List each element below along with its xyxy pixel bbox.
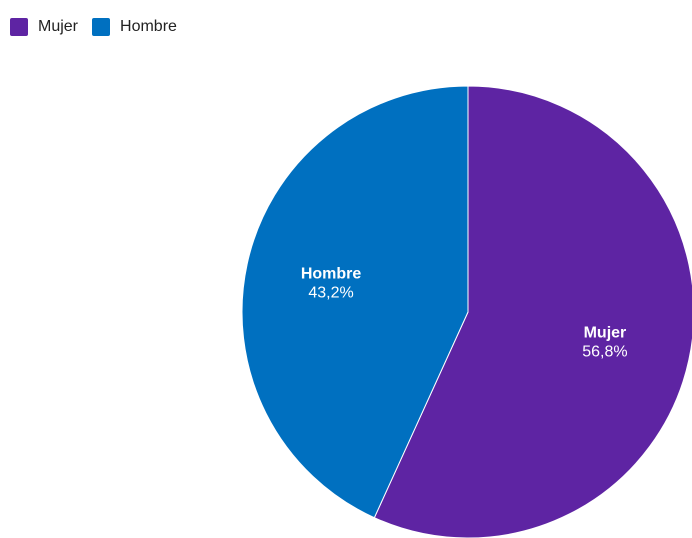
chart-legend: Mujer Hombre	[10, 18, 191, 36]
slice-label-hombre-value: 43,2%	[308, 284, 353, 301]
legend-label-mujer: Mujer	[38, 18, 79, 35]
pie-slice-hombre[interactable]	[241, 85, 469, 519]
slice-label-mujer-name: Mujer	[584, 325, 627, 342]
legend-label-hombre: Hombre	[120, 18, 177, 35]
legend-swatch-hombre	[92, 18, 111, 36]
slice-label-mujer-value: 56,8%	[582, 344, 627, 361]
legend-swatch-mujer	[10, 18, 28, 36]
legend-item-mujer[interactable]: Mujer	[10, 18, 78, 36]
legend-item-hombre[interactable]: Hombre	[92, 18, 177, 36]
slice-label-hombre-name: Hombre	[301, 265, 362, 282]
pie-slice-mujer[interactable]	[373, 85, 692, 538]
